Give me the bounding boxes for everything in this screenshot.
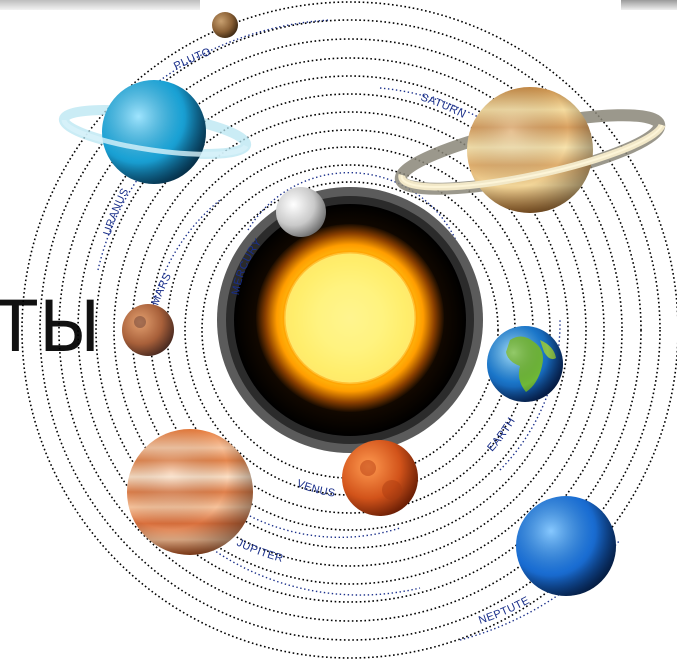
label-pluto: PLUTO	[172, 46, 213, 73]
label-mars: MARS	[149, 271, 174, 307]
saturn-shade	[467, 87, 593, 213]
label-earth-text: EARTH	[485, 415, 517, 454]
label-earth: EARTH	[485, 415, 518, 454]
orbit-ring-9	[58, 38, 642, 622]
mercury-planet	[276, 187, 326, 237]
sun-core-edge	[282, 250, 418, 386]
pluto-orbit-path	[149, 19, 331, 89]
mars-orbit-path	[149, 199, 221, 321]
orbit-ring-4	[149, 129, 551, 531]
cropped-title-fragment: ТЫ	[0, 286, 103, 368]
earth-shade	[487, 326, 563, 402]
orbit-ring-7	[95, 75, 605, 585]
planet-uranus	[58, 80, 252, 184]
saturn-ring-highlight	[400, 124, 663, 189]
uranus-ring-front	[61, 119, 249, 157]
planet-jupiter	[127, 429, 253, 555]
mercury-orbit-path	[247, 171, 461, 251]
planet-earth	[487, 326, 563, 402]
mars-planet	[122, 304, 174, 356]
label-neptune: NEPTUTE	[477, 594, 532, 626]
orbit-ring-10	[39, 19, 661, 641]
jupiter-orbit-path	[199, 539, 421, 596]
label-uranus: URANUS	[101, 186, 131, 237]
orbit-ring-11	[21, 1, 677, 659]
jupiter-shade	[127, 429, 253, 555]
venus-planet	[342, 440, 418, 516]
venus-spot	[360, 460, 376, 476]
venus-spot	[382, 480, 402, 500]
orbit-ring-5	[131, 111, 569, 549]
saturn-orbit-path	[379, 87, 501, 131]
top-edge-shadow-right	[621, 0, 677, 10]
sun	[217, 187, 483, 453]
label-jupiter-text: JUPITER	[235, 537, 284, 565]
planet-mercury	[276, 187, 326, 237]
uranus-shade	[102, 80, 206, 184]
top-edge-shadow-left	[0, 0, 200, 10]
planet-mars	[122, 304, 174, 356]
label-jupiter: JUPITER	[235, 537, 285, 565]
planet-pluto	[212, 12, 238, 38]
planet-venus	[342, 440, 418, 516]
sun-core	[284, 252, 416, 384]
label-neptune-text: NEPTUTE	[477, 594, 531, 626]
pluto-planet	[212, 12, 238, 38]
label-pluto-text: PLUTO	[172, 46, 212, 73]
orbit-ring-8	[77, 57, 623, 603]
planet-saturn	[394, 87, 666, 213]
mars-spot	[134, 316, 146, 328]
label-uranus-text: URANUS	[101, 186, 131, 237]
planet-neptune	[516, 496, 616, 596]
label-venus: VENUS	[295, 478, 336, 500]
orbit-ring-6	[113, 93, 587, 567]
label-venus-text: VENUS	[295, 478, 336, 500]
neptune-shade	[516, 496, 616, 596]
label-mars-text: MARS	[149, 271, 173, 307]
